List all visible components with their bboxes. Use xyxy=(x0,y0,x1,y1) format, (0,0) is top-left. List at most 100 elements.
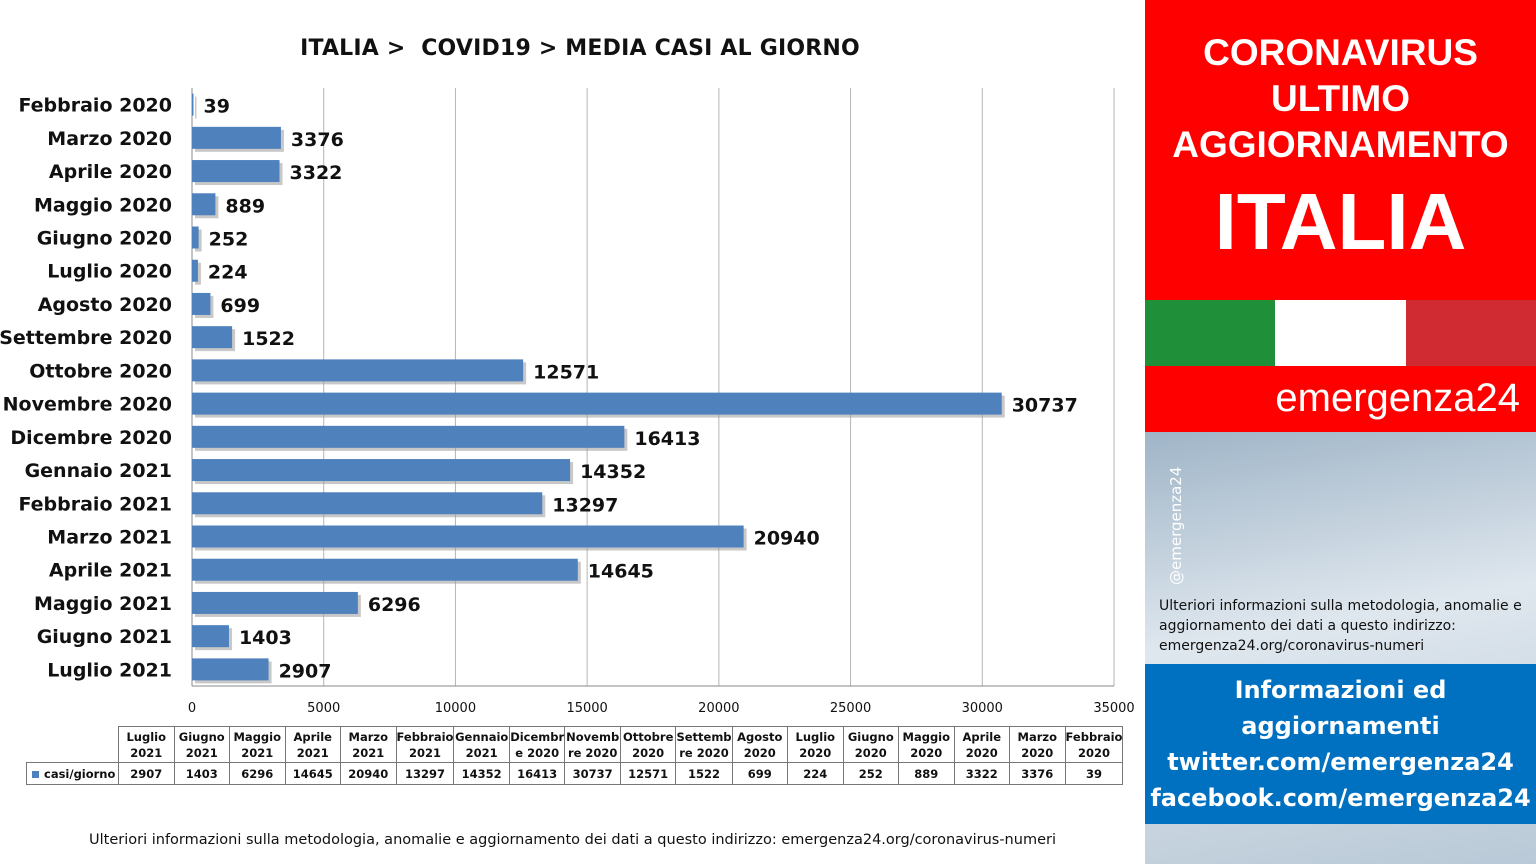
bar xyxy=(192,591,358,614)
bar xyxy=(192,359,524,382)
data-label: 699 xyxy=(220,295,260,317)
table-value-cell: 3376 xyxy=(1009,762,1066,785)
table-value-cell: 252 xyxy=(842,762,900,785)
category-label: Luglio 2020 xyxy=(47,261,172,283)
table-value-cell: 39 xyxy=(1064,762,1124,785)
table-header-month: Aprile xyxy=(962,729,1002,744)
x-tick-label: 35000 xyxy=(1093,701,1134,716)
table-value-cell: 1522 xyxy=(675,762,733,785)
data-label: 3376 xyxy=(291,129,344,151)
table-header-month: Luglio xyxy=(126,729,167,744)
chart-area: ITALIA > COVID19 > MEDIA CASI AL GIORNO … xyxy=(0,36,1135,848)
category-label: Giugno 2020 xyxy=(37,228,172,250)
table-header-row: Luglio 2021 Giugno 2021 Maggio 2021 Aprile 2021… xyxy=(26,726,1124,763)
data-label: 20940 xyxy=(754,528,820,550)
table-header-month: Maggio xyxy=(233,729,281,744)
category-label: Settembre 2020 xyxy=(0,327,172,349)
bar xyxy=(192,558,578,581)
footer-note: Ulteriori informazioni sulla metodologia… xyxy=(89,832,1056,848)
bar-shadow xyxy=(195,96,197,119)
bar xyxy=(192,160,280,183)
data-table: Luglio 2021 Giugno 2021 Maggio 2021 Aprile 2021… xyxy=(26,726,1124,785)
x-tick-label: 20000 xyxy=(698,701,739,716)
table-column-header: Dicembr e 2020 xyxy=(508,726,566,763)
facebook-link[interactable]: facebook.com/emergenza24 xyxy=(1150,784,1531,812)
data-label: 14352 xyxy=(580,461,646,483)
data-label: 14645 xyxy=(588,561,654,583)
table-value-cell: 12571 xyxy=(619,762,677,785)
table-series-label: casi/giorno xyxy=(26,762,119,785)
x-tick-label: 5000 xyxy=(307,701,340,716)
table-header-month: Luglio xyxy=(795,729,836,744)
bar xyxy=(192,459,571,482)
table-column-header: Luglio 2021 xyxy=(118,726,175,763)
category-label: Dicembre 2020 xyxy=(10,427,172,449)
table-column-header: Maggio 2021 xyxy=(229,726,286,763)
table-value-cell: 14645 xyxy=(284,762,341,785)
banner-line2: ULTIMO xyxy=(1270,78,1411,119)
table-header-year: 2020 xyxy=(854,745,887,760)
table-header-month: Ottobre xyxy=(623,729,674,744)
data-label: 252 xyxy=(209,229,249,251)
data-label: 889 xyxy=(225,195,265,217)
table-value-cell: 2907 xyxy=(118,762,175,785)
table-header-year: 2020 xyxy=(965,745,998,760)
flag-white-stripe xyxy=(1275,300,1406,366)
category-label: Maggio 2021 xyxy=(34,593,172,615)
table-header-year: 2021 xyxy=(352,745,385,760)
twitter-handle-text: @emergenza24 xyxy=(1167,466,1185,585)
table-header-month: Aprile xyxy=(293,729,333,744)
category-label: Luglio 2021 xyxy=(47,659,172,681)
bar xyxy=(192,392,1002,415)
table-header-month: Marzo xyxy=(1017,729,1058,744)
bar xyxy=(192,525,744,548)
table-column-header: Giugno 2020 xyxy=(842,726,900,763)
table-value-cell: 6296 xyxy=(229,762,286,785)
social-line-updates: aggiornamenti xyxy=(1241,712,1440,740)
bar xyxy=(192,326,233,349)
category-label: Marzo 2020 xyxy=(47,128,172,150)
side-panel: CORONAVIRUS ULTIMO AGGIORNAMENTO ITALIA … xyxy=(1145,0,1536,864)
data-label: 39 xyxy=(204,96,230,118)
table-column-header: Settemb re 2020 xyxy=(675,726,733,763)
category-label: Novembre 2020 xyxy=(3,394,172,416)
twitter-link[interactable]: twitter.com/emergenza24 xyxy=(1167,748,1514,776)
italian-flag xyxy=(1145,300,1536,366)
category-label: Ottobre 2020 xyxy=(29,360,172,382)
table-header-month: Gennaio xyxy=(455,729,509,744)
brand-bar: emergenza24 xyxy=(1145,366,1536,432)
table-header-month: Agosto xyxy=(737,729,783,744)
x-tick-label: 10000 xyxy=(435,701,476,716)
table-header-month: Maggio xyxy=(902,729,951,744)
social-line-info: Informazioni ed xyxy=(1234,676,1447,704)
category-label: Giugno 2021 xyxy=(37,626,172,648)
table-column-header: Giugno 2021 xyxy=(173,726,230,763)
bar-chart: 0 5000 10000 15000 20000 25000 30000 35000 Febbr… xyxy=(0,88,1135,716)
x-tick-label: 25000 xyxy=(830,701,871,716)
flag-red-stripe xyxy=(1405,300,1536,366)
category-label: Febbraio 2020 xyxy=(18,95,172,117)
data-label: 2907 xyxy=(279,660,332,682)
table-header-year: 2021 xyxy=(185,745,218,760)
flag-green-stripe xyxy=(1145,300,1276,366)
table-column-header: Ottobre 2020 xyxy=(619,726,677,763)
bar xyxy=(192,193,216,216)
red-banner: CORONAVIRUS ULTIMO AGGIORNAMENTO ITALIA xyxy=(1145,0,1536,300)
table-header-year: 2021 xyxy=(130,745,163,760)
data-label: 6296 xyxy=(368,594,421,616)
table-column-header: Aprile 2020 xyxy=(953,726,1011,763)
table-value-cell: 20940 xyxy=(340,762,397,785)
banner-line3: AGGIORNAMENTO xyxy=(1172,124,1509,165)
table-header-year: 2020 xyxy=(632,745,665,760)
table-column-header: Maggio 2020 xyxy=(898,726,955,763)
data-label: 12571 xyxy=(533,361,599,383)
table-column-header: Aprile 2021 xyxy=(284,726,341,763)
table-header-year: 2020 xyxy=(1021,745,1054,760)
bar xyxy=(192,658,269,681)
table-value-cell: 3322 xyxy=(953,762,1011,785)
table-value-cell: 16413 xyxy=(508,762,566,785)
bar xyxy=(192,425,625,448)
table-header-month: Dicembr xyxy=(510,729,565,744)
banner-line1: CORONAVIRUS xyxy=(1203,32,1478,73)
bar xyxy=(192,226,199,249)
